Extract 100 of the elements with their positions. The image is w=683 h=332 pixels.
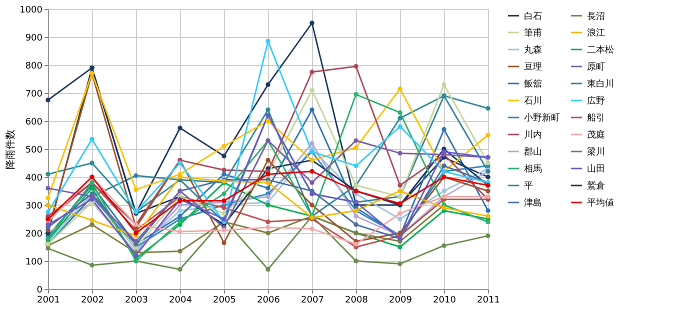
point (90, 160, 94, 166)
x-tick-label: 2010 (433, 296, 456, 306)
legend-label: 鷲倉 (587, 180, 605, 192)
point (442, 188, 446, 194)
point (46, 186, 50, 191)
y-tick-label: 0 (36, 286, 43, 296)
legend-label: 筆甫 (524, 28, 542, 38)
point (178, 219, 182, 224)
legend-label: 飯舘 (524, 78, 542, 90)
point (266, 118, 270, 124)
point (222, 144, 226, 149)
x-tick-label: 2006 (257, 296, 280, 306)
point (310, 226, 314, 232)
point (442, 149, 446, 154)
point (266, 194, 270, 199)
point (398, 244, 402, 250)
legend-label: 平均値 (587, 198, 614, 208)
point (442, 127, 446, 132)
y-tick-label: 300 (25, 202, 43, 212)
y-tick-label: 400 (25, 174, 43, 184)
legend-label: 郡山 (524, 146, 542, 158)
x-tick-label: 2009 (389, 296, 412, 306)
point (486, 233, 490, 238)
point (354, 222, 358, 227)
point (398, 116, 402, 121)
x-tick-label: 2008 (345, 296, 368, 306)
point (398, 211, 402, 216)
point (178, 202, 182, 208)
legend-label: 広野 (587, 96, 605, 106)
point (46, 196, 50, 200)
point (266, 158, 270, 163)
point (442, 205, 446, 210)
point (486, 160, 490, 166)
point (310, 169, 314, 174)
legend-label: 亘理 (524, 62, 542, 72)
point (398, 110, 402, 115)
point (310, 107, 314, 112)
point (46, 222, 50, 227)
point (222, 191, 226, 196)
legend-label: 二本松 (587, 44, 614, 56)
point (398, 124, 402, 129)
legend-label: 茂庭 (587, 130, 605, 140)
point (354, 145, 358, 150)
point (310, 180, 314, 185)
legend-label: 津島 (524, 198, 542, 208)
point (134, 239, 138, 244)
point (178, 267, 182, 272)
point (134, 173, 138, 178)
legend-label: 浪江 (587, 28, 605, 38)
point (398, 188, 402, 194)
legend-label: 平 (524, 182, 533, 192)
point (222, 154, 226, 158)
legend-label: 原町 (587, 62, 605, 72)
point (222, 168, 226, 172)
point (486, 188, 490, 194)
legend-label: 長沼 (587, 10, 605, 22)
point (354, 214, 358, 219)
point (442, 82, 446, 87)
point (398, 230, 402, 236)
point (266, 219, 270, 224)
point (398, 183, 402, 188)
x-tick-label: 2002 (81, 296, 104, 306)
point (134, 187, 138, 192)
point (178, 160, 182, 166)
legend-label: 東白川 (587, 78, 614, 90)
y-tick-label: 1000 (20, 6, 43, 16)
point (266, 180, 270, 185)
point (178, 174, 182, 180)
legend-label: 相馬 (524, 164, 542, 174)
y-tick-label: 500 (25, 146, 43, 156)
point (310, 88, 314, 93)
legend-label: 梁川 (587, 146, 605, 158)
point (486, 106, 490, 111)
point (178, 126, 182, 130)
legend-label: 船引 (587, 112, 605, 124)
point (266, 230, 270, 236)
point (178, 229, 182, 234)
point (178, 208, 182, 213)
point (354, 163, 358, 168)
legend-label: 丸森 (524, 44, 542, 56)
legend-label: 川内 (524, 130, 542, 140)
point (442, 163, 446, 168)
point (90, 262, 94, 268)
point (398, 261, 402, 266)
x-tick-label: 2005 (213, 296, 236, 306)
point (134, 230, 138, 236)
point (486, 132, 490, 138)
point (486, 174, 490, 180)
point (90, 222, 94, 227)
point (46, 202, 50, 208)
point (222, 211, 226, 216)
point (354, 92, 358, 97)
point (266, 186, 270, 191)
point (486, 194, 490, 199)
point (310, 141, 314, 146)
point (134, 253, 138, 258)
y-tick-label: 800 (25, 62, 43, 72)
x-tick-label: 2001 (37, 296, 60, 306)
y-tick-label: 600 (25, 118, 43, 128)
point (46, 98, 50, 102)
